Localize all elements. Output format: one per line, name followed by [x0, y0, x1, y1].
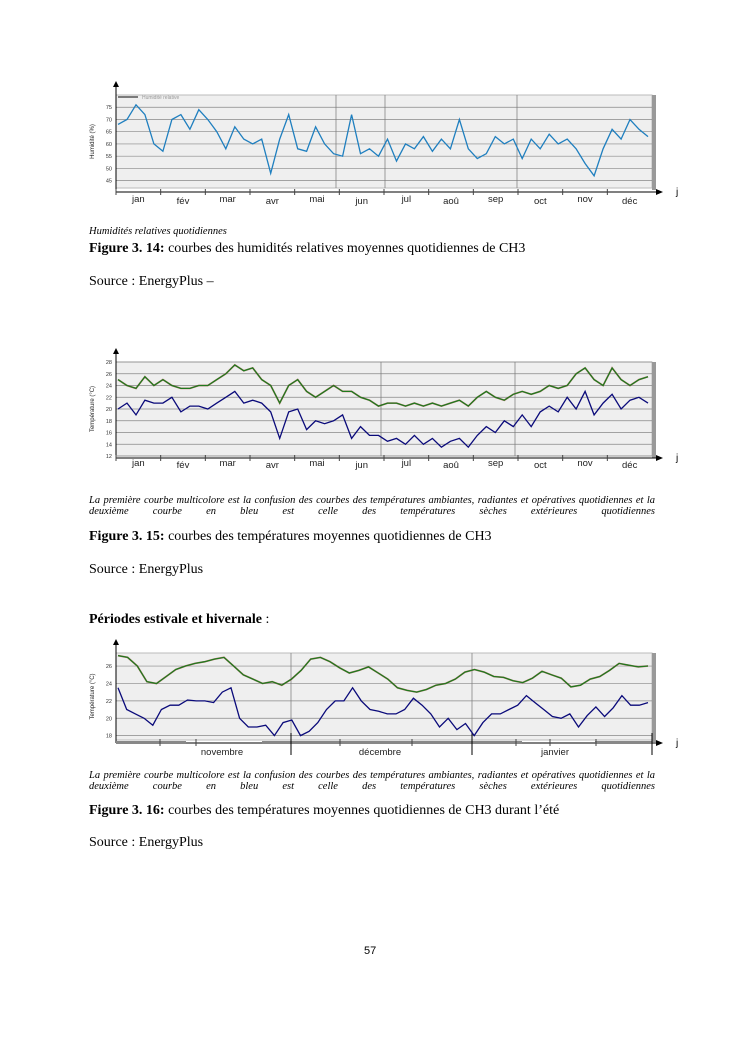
y-axis-label: Humidité (%)	[90, 124, 96, 159]
y-tick-label: 55	[106, 154, 112, 160]
fig15-text: courbes des températures moyennes quotid…	[164, 529, 492, 544]
y-tick-label: 22	[106, 699, 112, 705]
x-tick-label: déc	[622, 460, 638, 471]
section-suffix: :	[262, 612, 270, 627]
y-axis-arrow	[113, 639, 119, 645]
y-tick-label: 18	[106, 419, 112, 425]
y-axis-label: Température (°C)	[90, 386, 96, 432]
x-tick-label: sep	[488, 194, 503, 205]
x-axis-arrow	[656, 189, 663, 195]
y-tick-label: 20	[106, 716, 112, 722]
fig16-title: Figure 3. 16: courbes des températures m…	[89, 803, 559, 819]
series-line	[117, 686, 649, 737]
fig16-caption: La première courbe multicolore est la co…	[89, 770, 655, 792]
y-tick-label: 70	[106, 117, 112, 123]
fig14-title: Figure 3. 14: courbes des humidités rela…	[89, 241, 525, 257]
fig16-label: Figure 3. 16:	[89, 803, 165, 818]
fig16-text: courbes des températures moyennes quotid…	[164, 803, 560, 818]
plot-shadow	[652, 95, 656, 190]
y-axis-arrow	[113, 348, 119, 354]
fig14-label: Figure 3. 14:	[89, 241, 165, 256]
y-tick-label: 24	[106, 681, 112, 687]
x-tick-label: avr	[266, 460, 279, 471]
fig14-caption: Humidités relatives quotidiennes	[89, 226, 227, 237]
x-tick-label: jun	[354, 460, 368, 471]
series-line	[117, 389, 649, 449]
x-axis-arrow	[656, 455, 663, 461]
x-axis-arrow	[656, 740, 663, 746]
x-tick-label: aoû	[443, 460, 459, 471]
x-tick-label: jun	[354, 196, 368, 207]
x-axis-label: j	[675, 187, 678, 198]
fig15-title: Figure 3. 15: courbes des températures m…	[89, 529, 492, 545]
x-tick-label: nov	[577, 194, 593, 205]
x-tick-label: avr	[266, 196, 279, 207]
x-tick-label: oct	[534, 460, 547, 471]
y-axis-arrow	[113, 81, 119, 87]
x-tick-label: mai	[309, 194, 324, 205]
legend-label: Humidité relative	[142, 95, 179, 101]
y-tick-label: 45	[106, 179, 112, 185]
section-title: Périodes estivale et hivernale	[89, 612, 263, 627]
x-tick-label: décembre	[359, 747, 401, 758]
fig15-source: Source : EnergyPlus	[89, 562, 204, 577]
y-tick-label: 28	[106, 360, 112, 366]
y-tick-label: 60	[106, 142, 112, 148]
y-tick-label: 24	[106, 384, 112, 390]
y-tick-label: 14	[106, 442, 112, 448]
x-tick-label: jan	[131, 194, 145, 205]
x-tick-label: jul	[401, 458, 412, 469]
axis-band	[116, 741, 186, 744]
fig16-source: Source : EnergyPlus	[89, 835, 204, 850]
axis-band	[262, 741, 522, 744]
fig15-caption: La première courbe multicolore est la co…	[89, 495, 655, 517]
fig14-source: Source : EnergyPlus –	[89, 274, 214, 289]
axis-band	[595, 741, 652, 744]
y-tick-label: 18	[106, 734, 112, 740]
series-line	[117, 364, 649, 407]
x-axis-label: j	[675, 738, 678, 749]
x-tick-label: déc	[622, 196, 638, 207]
page-number: 57	[364, 945, 377, 957]
y-tick-label: 22	[106, 395, 112, 401]
plot-area	[115, 94, 653, 189]
y-tick-label: 65	[106, 130, 112, 136]
x-tick-label: jul	[401, 194, 412, 205]
y-tick-label: 16	[106, 431, 112, 437]
y-tick-label: 50	[106, 166, 112, 172]
x-tick-label: fév	[177, 460, 190, 471]
x-tick-label: fév	[177, 196, 190, 207]
x-tick-label: oct	[534, 196, 547, 207]
x-tick-label: jan	[131, 458, 145, 469]
x-tick-label: mar	[219, 194, 235, 205]
x-axis-label: j	[675, 453, 678, 464]
y-tick-label: 75	[106, 105, 112, 111]
x-tick-label: janvier	[540, 747, 569, 758]
x-tick-label: mai	[309, 458, 324, 469]
section-heading: Périodes estivale et hivernale :	[89, 612, 269, 628]
y-axis-label: Température (°C)	[90, 673, 96, 719]
plot-shadow	[652, 653, 656, 742]
fig15-label: Figure 3. 15:	[89, 529, 165, 544]
series-line	[117, 654, 649, 693]
x-tick-label: sep	[488, 458, 503, 469]
fig14-text: courbes des humidités relatives moyennes…	[164, 241, 526, 256]
y-tick-label: 26	[106, 372, 112, 378]
plot-shadow	[652, 362, 656, 458]
x-tick-label: aoû	[443, 196, 459, 207]
y-tick-label: 26	[106, 664, 112, 670]
plot-area	[115, 652, 653, 741]
x-tick-label: novembre	[201, 747, 243, 758]
y-tick-label: 20	[106, 407, 112, 413]
y-tick-label: 12	[106, 454, 112, 460]
series-line	[117, 103, 649, 178]
x-tick-label: nov	[577, 458, 593, 469]
x-tick-label: mar	[219, 458, 235, 469]
